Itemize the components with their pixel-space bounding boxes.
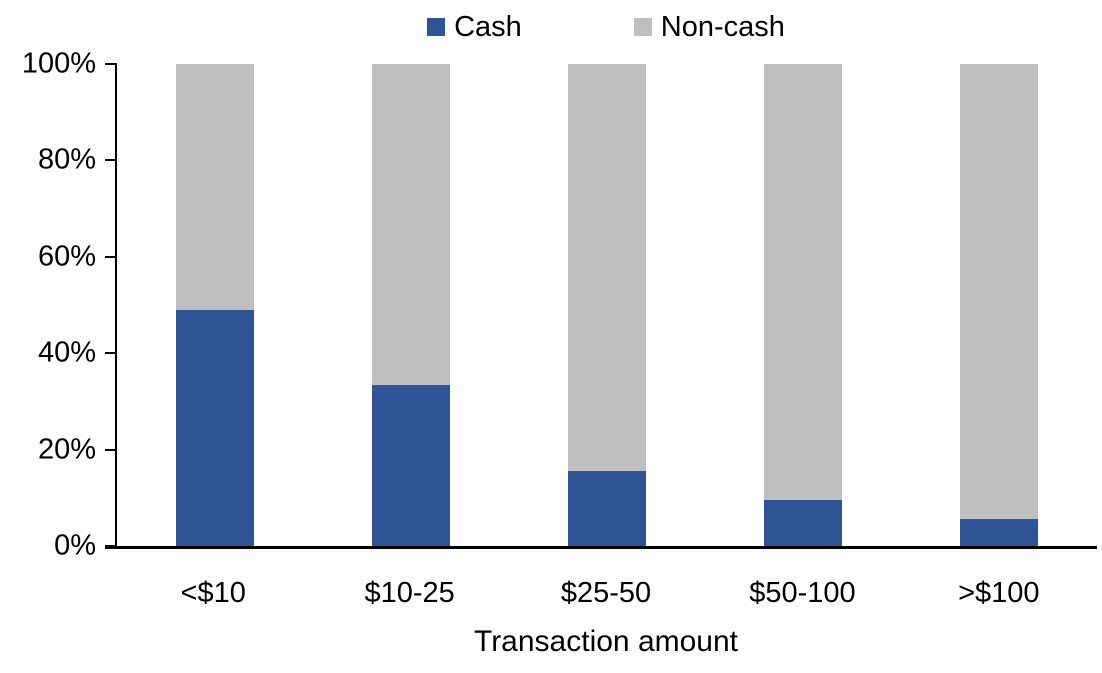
segment-cash [764, 500, 842, 546]
x-axis-title: Transaction amount [473, 625, 739, 658]
segment-noncash [176, 64, 254, 310]
legend-item-noncash: Non-cash [633, 10, 785, 44]
legend-swatch-cash-icon [427, 18, 446, 36]
segment-cash [960, 519, 1038, 546]
y-tick-mark [105, 159, 117, 162]
stacked-bar [764, 64, 842, 546]
y-tick-label: 20% [37, 433, 96, 466]
stacked-bar [372, 64, 450, 546]
bars [117, 64, 1097, 546]
segment-cash [372, 384, 450, 546]
bar-group [901, 64, 1097, 546]
bar-group [117, 64, 313, 546]
bar-group [313, 64, 509, 546]
x-tick-label: $10-25 [364, 577, 455, 609]
bar-group [509, 64, 705, 546]
x-tick-label: $25-50 [560, 577, 652, 609]
y-tick-mark [105, 448, 117, 451]
y-axis-labels: 0% 20% 40% 60% 80% 100% [0, 49, 96, 560]
segment-noncash [372, 64, 450, 385]
x-axis-labels: <$10 $10-25 $25-50 $50-100 >$100 [115, 576, 1097, 610]
stacked-bar [176, 64, 254, 546]
legend-item-cash: Cash [427, 10, 522, 44]
x-axis-line [105, 546, 1097, 549]
y-tick-label: 100% [21, 47, 96, 80]
x-tick-label: $50-100 [749, 577, 856, 609]
y-tick-mark [105, 63, 117, 65]
y-tick-label: 60% [37, 240, 96, 273]
legend-label-cash: Cash [454, 11, 522, 43]
y-tick-label: 0% [54, 529, 96, 562]
y-tick-label: 80% [37, 143, 96, 176]
y-tick-mark [105, 352, 117, 355]
segment-cash [568, 471, 646, 546]
y-tick-mark [105, 255, 117, 258]
legend: Cash Non-cash [115, 10, 1097, 44]
y-tick-label: 40% [37, 336, 96, 369]
stacked-bar [568, 64, 646, 546]
stacked-bar [960, 64, 1038, 546]
segment-cash [176, 309, 254, 546]
segment-noncash [764, 64, 842, 501]
segment-noncash [960, 64, 1038, 520]
x-tick-label: >$100 [958, 577, 1040, 609]
x-tick-label: <$10 [180, 577, 246, 609]
legend-swatch-noncash-icon [633, 18, 652, 36]
bar-group [705, 64, 901, 546]
plot-area [105, 63, 1097, 549]
legend-label-noncash: Non-cash [660, 11, 785, 43]
y-axis-ticks [105, 63, 117, 547]
segment-noncash [568, 64, 646, 472]
